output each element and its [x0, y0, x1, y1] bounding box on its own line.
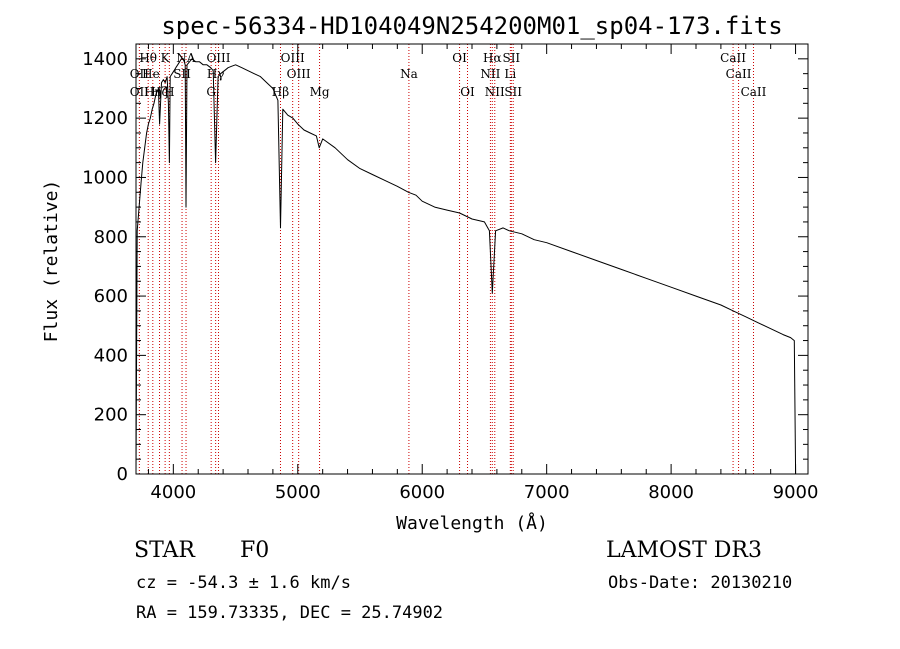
y-tick-label: 0: [117, 464, 128, 485]
axes: 4000 5000 6000 7000 8000 9000 0 200 400 600 800 100…: [82, 43, 819, 503]
line-label: SII: [504, 85, 522, 99]
line-label: OII: [130, 85, 150, 99]
y-axis-label: Flux (relative): [41, 180, 62, 343]
line-label: Hζ: [151, 85, 168, 99]
object-class: STAR: [134, 538, 195, 563]
line-label: CaII: [720, 51, 746, 65]
coordinates-readout: RA = 159.73335, DEC = 25.74902: [136, 603, 444, 623]
line-label: H: [164, 85, 174, 99]
line-label: OIII: [287, 67, 311, 81]
line-label: OIII: [281, 51, 305, 65]
spectral-subclass: F0: [240, 538, 270, 563]
y-tick-label: 1400: [82, 49, 128, 70]
line-label: Hβ: [272, 85, 289, 99]
line-label: NII: [480, 67, 500, 81]
y-tick-label: 1000: [82, 167, 128, 188]
line-label: CaII: [726, 67, 752, 81]
x-tick-label: 5000: [275, 482, 321, 503]
line-label: Hη: [144, 85, 162, 99]
line-label: OI: [460, 85, 475, 99]
line-label: OIII: [206, 51, 230, 65]
y-tick-label: 400: [94, 345, 128, 366]
survey-name: LAMOST DR3: [606, 538, 762, 563]
line-label: Li: [504, 67, 516, 81]
redshift-readout: cz = -54.3 ± 1.6 km/s: [136, 573, 351, 593]
y-tick-label: 1200: [82, 108, 128, 129]
x-axis-label: Wavelength (Å): [396, 512, 548, 534]
chart-title: spec-56334-HD104049N254200M01_sp04-173.f…: [161, 12, 782, 40]
x-tick-label: 6000: [399, 482, 445, 503]
line-label: OI: [452, 51, 467, 65]
x-tick-label: 7000: [524, 482, 570, 503]
line-label: Hα: [483, 51, 502, 65]
line-label: NA: [176, 51, 196, 65]
line-label: K: [161, 51, 171, 65]
line-label: G: [206, 85, 216, 99]
line-label: SII: [502, 51, 520, 65]
x-tick-label: 4000: [150, 482, 196, 503]
line-label: CaII: [741, 85, 767, 99]
line-label: He: [142, 67, 160, 81]
spectrum-line: [135, 58, 797, 475]
x-tick-label: 9000: [773, 482, 819, 503]
y-tick-label: 800: [94, 227, 128, 248]
x-tick-label: 8000: [648, 482, 694, 503]
marker-lines: [138, 44, 754, 474]
line-label: Hγ: [207, 67, 225, 81]
plot-frame: [135, 43, 809, 475]
line-label: Na: [400, 67, 418, 81]
observation-date: Obs-Date: 20130210: [608, 573, 793, 593]
y-tick-label: 200: [94, 405, 128, 426]
line-label: NII: [485, 85, 505, 99]
y-tick-label: 600: [94, 286, 128, 307]
line-label: SII: [173, 67, 191, 81]
series-layer: [135, 58, 797, 475]
line-label: Mg: [310, 85, 330, 99]
line-label: Hθ: [139, 51, 157, 65]
